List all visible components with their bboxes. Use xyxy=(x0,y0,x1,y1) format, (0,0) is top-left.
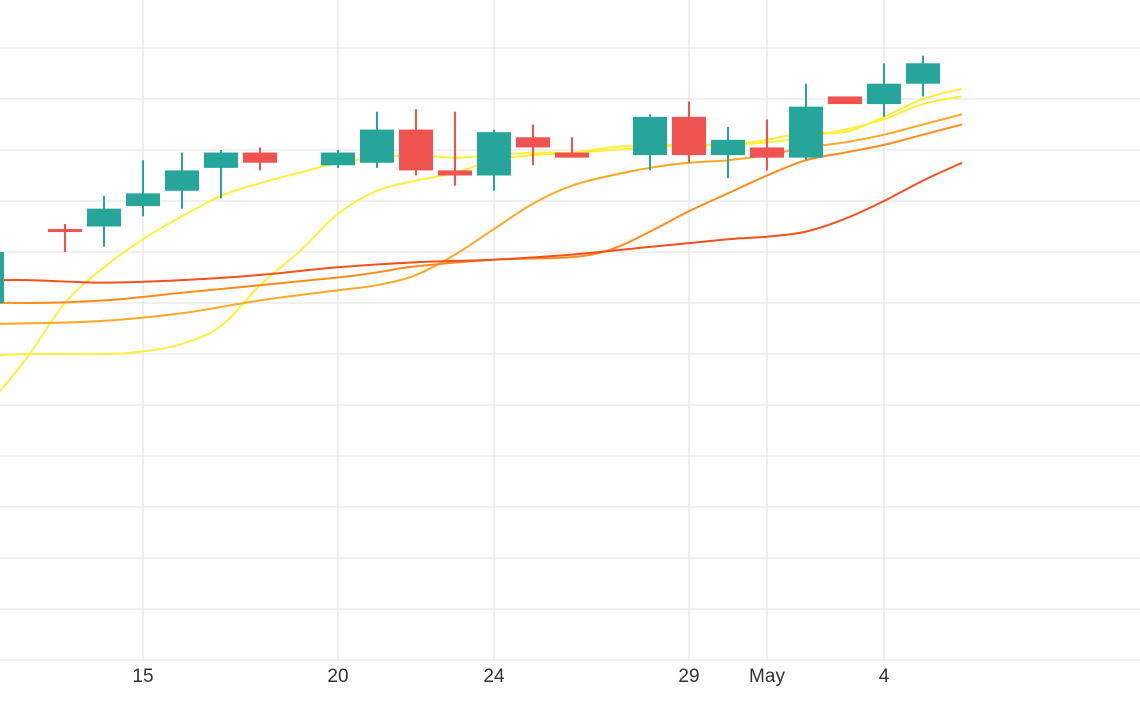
candle-body xyxy=(360,129,394,163)
grid xyxy=(0,0,1140,661)
candle-body xyxy=(750,147,784,158)
moving-average-line-4 xyxy=(0,123,963,305)
candle-up xyxy=(87,195,121,247)
candle-down xyxy=(750,119,784,171)
candle-body xyxy=(477,132,511,176)
candle-up xyxy=(906,55,940,97)
x-axis-ticks: 1015202429May4 xyxy=(132,666,890,687)
candle-body xyxy=(0,252,4,303)
candle-body xyxy=(204,152,238,168)
x-tick-label: 4 xyxy=(879,666,890,687)
candle-down xyxy=(438,111,472,186)
candles xyxy=(0,55,940,303)
candle-body xyxy=(672,116,706,156)
candle-body xyxy=(438,170,472,176)
candle-up xyxy=(0,252,4,303)
x-tick-label: 15 xyxy=(132,666,153,687)
candle-up xyxy=(711,127,745,179)
candle-down xyxy=(399,109,433,176)
candle-up xyxy=(165,152,199,209)
candle-body xyxy=(165,170,199,191)
candle-body xyxy=(243,152,277,163)
candle-body xyxy=(711,139,745,156)
candle-up xyxy=(789,83,823,161)
candle-up xyxy=(204,150,238,199)
candle-down xyxy=(48,223,82,252)
candle-body xyxy=(48,229,82,233)
candle-body xyxy=(633,116,667,156)
candle-body xyxy=(126,193,160,207)
x-tick-label: 24 xyxy=(483,666,505,687)
candle-up xyxy=(126,160,160,217)
x-tick-label: 29 xyxy=(678,666,699,687)
candle-body xyxy=(516,137,550,148)
candle-body xyxy=(399,129,433,171)
candle-down xyxy=(516,124,550,166)
candle-up xyxy=(477,129,511,191)
candle-body xyxy=(87,208,121,227)
candle-up xyxy=(867,63,901,117)
moving-average-line-5 xyxy=(0,161,963,284)
candle-down xyxy=(243,147,277,171)
candle-up xyxy=(633,114,667,171)
candle-body xyxy=(906,63,940,84)
candle-body xyxy=(828,96,862,105)
candle-down xyxy=(828,96,862,105)
candle-body xyxy=(789,106,823,158)
candle-body xyxy=(867,83,901,105)
candle-up xyxy=(360,111,394,168)
moving-average-line-2 xyxy=(0,95,963,393)
candle-body xyxy=(555,152,589,158)
candle-up xyxy=(321,150,355,168)
candle-down xyxy=(672,101,706,163)
x-tick-label: May xyxy=(749,666,785,687)
x-tick-label: 20 xyxy=(327,666,348,687)
candle-body xyxy=(321,152,355,166)
candle-down xyxy=(555,137,589,158)
